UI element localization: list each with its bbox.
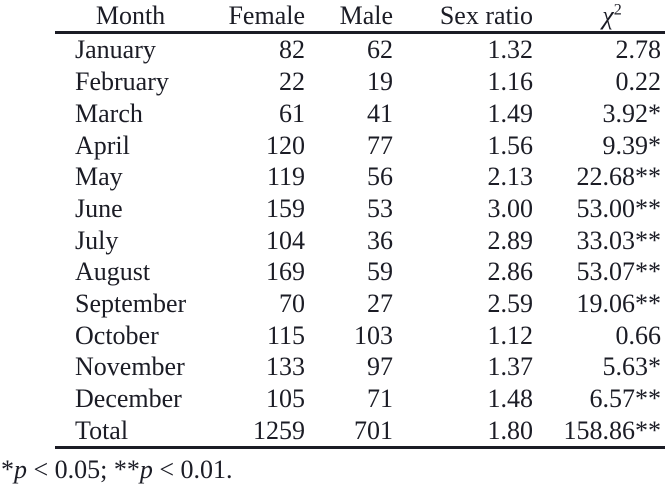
cell-female: 119 bbox=[266, 162, 305, 192]
cell-month: July bbox=[75, 225, 119, 255]
table-row: May 119 56 2.13 22.68** bbox=[55, 161, 665, 193]
table-row: November 133 97 1.37 5.63* bbox=[55, 351, 665, 383]
significance-footnote: *p < 0.05; **p < 0.01. bbox=[1, 455, 233, 485]
cell-chi_square: 53.00** bbox=[576, 193, 662, 223]
cell-chi_square: 158.86** bbox=[533, 414, 665, 450]
cell-male: 62 bbox=[367, 35, 393, 65]
footnote-text: < 0.05; bbox=[27, 455, 114, 484]
cell-female: 159 bbox=[266, 193, 305, 223]
cell-sex_ratio: 1.32 bbox=[487, 35, 534, 65]
cell-female: 105 bbox=[266, 384, 305, 413]
cell-male: 56 bbox=[367, 162, 393, 192]
cell-male: 36 bbox=[367, 225, 393, 255]
col-header-chi-square: χ2 bbox=[533, 0, 665, 35]
cell-sex_ratio: 2.89 bbox=[487, 225, 534, 255]
cell-chi_square: 53.07** bbox=[576, 257, 662, 287]
cell-sex_ratio: 1.48 bbox=[487, 384, 534, 413]
cell-male: 71 bbox=[367, 384, 393, 413]
cell-month: August bbox=[75, 257, 151, 287]
cell-month: March bbox=[75, 98, 143, 128]
col-header-female: Female bbox=[180, 0, 305, 35]
cell-male: 103 bbox=[354, 320, 393, 350]
cell-chi_square: 9.39* bbox=[602, 130, 662, 160]
cell-month: June bbox=[75, 193, 123, 223]
cell-female: 115 bbox=[266, 320, 305, 350]
cell-female: 61 bbox=[279, 98, 305, 128]
cell-chi_square: 5.63* bbox=[602, 352, 662, 382]
cell-chi_square: 3.92* bbox=[602, 98, 662, 128]
table-row: January 82 62 1.32 2.78 bbox=[55, 33, 665, 66]
cell-sex_ratio: 1.37 bbox=[487, 352, 534, 382]
cell-sex_ratio: 3.00 bbox=[487, 193, 534, 223]
cell-chi_square: 6.57** bbox=[589, 384, 662, 413]
table-row: March 61 41 1.49 3.92* bbox=[55, 98, 665, 130]
cell-month: December bbox=[75, 384, 182, 413]
table-row: August 169 59 2.86 53.07** bbox=[55, 256, 665, 288]
footnote-p-symbol: p bbox=[139, 455, 153, 484]
cell-male: 97 bbox=[367, 352, 393, 382]
cell-female: 1259 bbox=[180, 414, 305, 450]
cell-chi_square: 0.22 bbox=[615, 67, 662, 97]
table-row: June 159 53 3.00 53.00** bbox=[55, 193, 665, 225]
cell-female: 104 bbox=[266, 225, 305, 255]
cell-sex_ratio: 2.86 bbox=[487, 257, 534, 287]
cell-month: October bbox=[75, 320, 159, 350]
cell-male: 77 bbox=[367, 130, 393, 160]
cell-sex_ratio: 1.16 bbox=[487, 67, 534, 97]
cell-chi_square: 0.66 bbox=[615, 320, 662, 350]
cell-chi_square: 19.06** bbox=[576, 288, 662, 318]
table-row: October 115 103 1.12 0.66 bbox=[55, 319, 665, 351]
footnote-p-symbol: p bbox=[14, 455, 27, 484]
cell-month: November bbox=[75, 352, 185, 382]
cell-male: 27 bbox=[367, 288, 393, 318]
cell-month: May bbox=[75, 162, 123, 192]
chi-exponent: 2 bbox=[613, 1, 622, 19]
cell-month: Total bbox=[55, 414, 180, 450]
cell-male: 41 bbox=[367, 98, 393, 128]
header-row: Month Female Male Sex ratio χ2 bbox=[55, 0, 665, 35]
col-header-month: Month bbox=[55, 0, 180, 35]
cell-chi_square: 33.03** bbox=[576, 225, 662, 255]
cell-month: September bbox=[75, 288, 187, 318]
cell-female: 22 bbox=[279, 67, 305, 97]
cell-male: 701 bbox=[305, 414, 393, 450]
table-row: September 70 27 2.59 19.06** bbox=[55, 288, 665, 320]
table-row: July 104 36 2.89 33.03** bbox=[55, 224, 665, 256]
footnote-text: * bbox=[1, 455, 14, 484]
cell-female: 70 bbox=[279, 288, 305, 318]
cell-male: 19 bbox=[367, 67, 393, 97]
cell-male: 59 bbox=[367, 257, 393, 287]
table-row: December 105 71 1.48 6.57** bbox=[55, 383, 665, 415]
cell-female: 82 bbox=[279, 35, 305, 65]
cell-month: April bbox=[75, 130, 130, 160]
table-row: Total 1259 701 1.80 158.86** bbox=[55, 414, 665, 450]
table-row: February 22 19 1.16 0.22 bbox=[55, 66, 665, 98]
cell-sex_ratio: 2.13 bbox=[487, 162, 534, 192]
cell-sex_ratio: 1.12 bbox=[487, 320, 534, 350]
monthly-sex-ratio-table: Month Female Male Sex ratio χ2 January 82… bbox=[55, 0, 665, 450]
cell-chi_square: 22.68** bbox=[576, 162, 662, 192]
cell-sex_ratio: 1.49 bbox=[487, 98, 534, 128]
cell-sex_ratio: 1.56 bbox=[487, 130, 534, 160]
footnote-text: ** bbox=[113, 455, 140, 484]
cell-sex_ratio: 2.59 bbox=[487, 288, 534, 318]
chi-symbol: χ bbox=[602, 1, 614, 30]
cell-female: 133 bbox=[266, 352, 305, 382]
table-body: January 82 62 1.32 2.78 February 22 19 1.16 0.22 M… bbox=[55, 33, 665, 450]
table-row: April 120 77 1.56 9.39* bbox=[55, 129, 665, 161]
cell-month: February bbox=[75, 67, 169, 97]
cell-chi_square: 2.78 bbox=[615, 35, 662, 65]
footnote-text: < 0.01. bbox=[152, 455, 233, 484]
cell-female: 120 bbox=[266, 130, 305, 160]
cell-male: 53 bbox=[367, 193, 393, 223]
col-header-male: Male bbox=[305, 0, 393, 35]
cell-female: 169 bbox=[266, 257, 305, 287]
col-header-sex-ratio: Sex ratio bbox=[393, 0, 533, 35]
cell-sex_ratio: 1.80 bbox=[393, 414, 533, 450]
cell-month: January bbox=[75, 35, 156, 65]
